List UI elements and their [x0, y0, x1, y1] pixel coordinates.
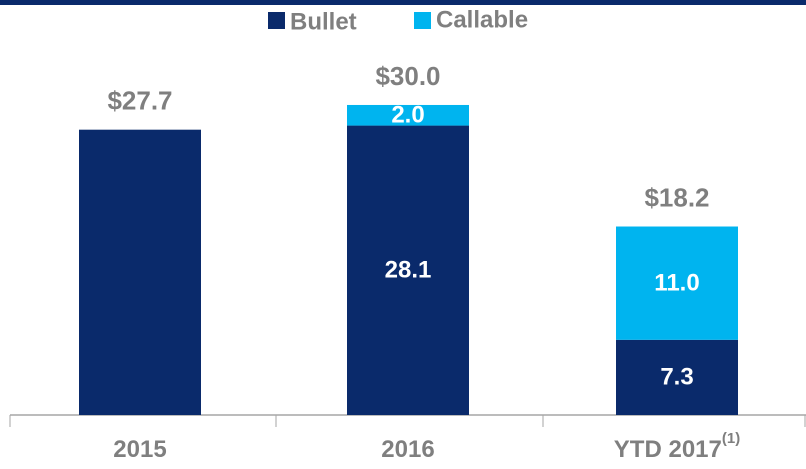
bar-segment [616, 339, 738, 415]
x-tick-label: 2015 [113, 436, 166, 463]
data-label: 7.3 [660, 364, 693, 391]
category-text: YTD 2017 [614, 436, 722, 463]
x-tick-label: YTD 2017(1) [614, 430, 740, 463]
total-label: $27.7 [107, 86, 172, 116]
top-rule [0, 0, 806, 5]
category-text: 2016 [381, 436, 434, 463]
bar-segment [616, 226, 738, 340]
data-label: 2.0 [391, 102, 424, 129]
legend-swatch [268, 12, 285, 29]
bar-segment [347, 104, 469, 126]
data-label: 28.1 [385, 257, 432, 284]
data-label: 11.0 [654, 270, 699, 297]
x-tick-label: 2016 [381, 436, 434, 463]
category-text: 2015 [113, 436, 166, 463]
legend-label: Bullet [290, 8, 357, 35]
footnote-mark: (1) [722, 430, 740, 447]
bar-segment [79, 129, 201, 415]
legend-label: Callable [436, 6, 528, 33]
total-label: $30.0 [375, 61, 440, 91]
bar-segment [347, 125, 469, 415]
total-label: $18.2 [644, 182, 709, 212]
legend-swatch [414, 12, 431, 29]
